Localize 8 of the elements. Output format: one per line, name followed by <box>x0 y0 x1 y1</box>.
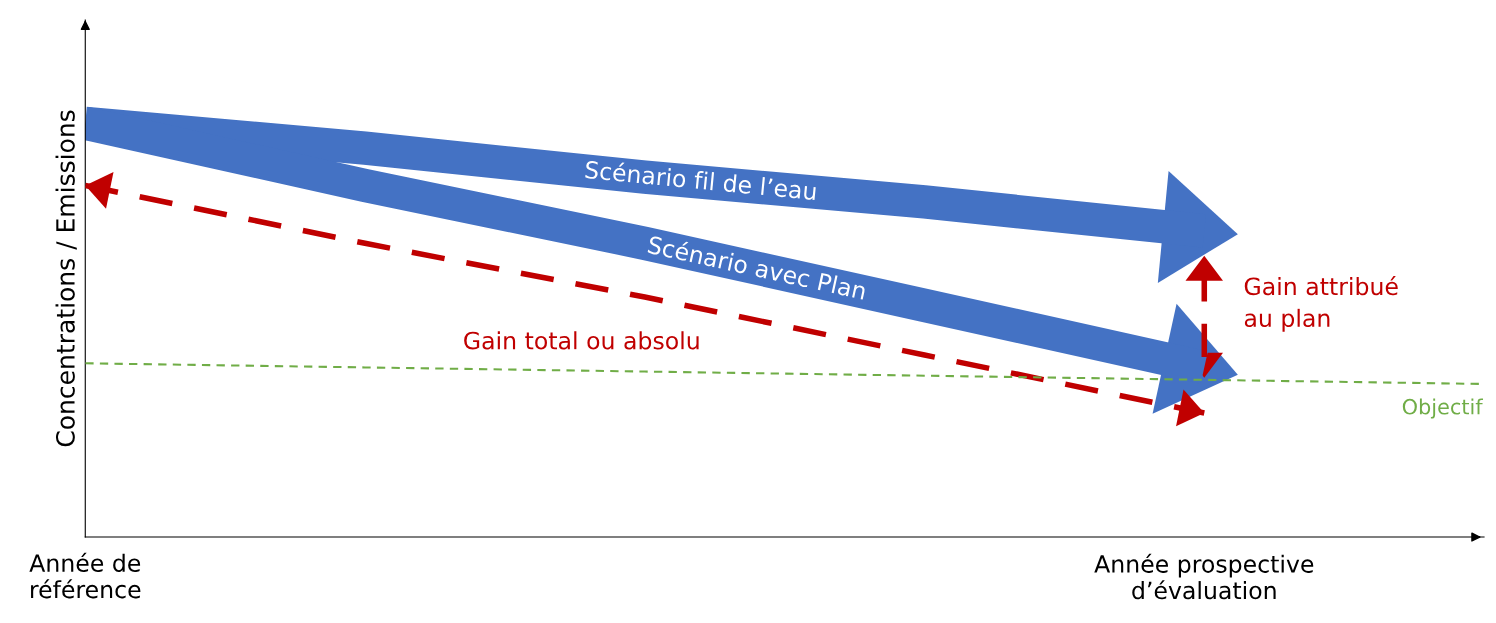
x-tick-label: Année de référence <box>29 552 141 599</box>
series-label: Gain total ou absolu <box>464 331 699 350</box>
annotation: Gain attribué au plan <box>1244 276 1398 332</box>
text: Scénario avec Plan <box>647 234 867 300</box>
y-axis-title: Concentrations / Emissions <box>55 110 77 447</box>
x-tick-label: Année prospective d’évaluation <box>1094 553 1314 600</box>
text: Scénario fil de l’eau <box>585 159 817 201</box>
series-label: Objectif <box>1402 398 1484 419</box>
